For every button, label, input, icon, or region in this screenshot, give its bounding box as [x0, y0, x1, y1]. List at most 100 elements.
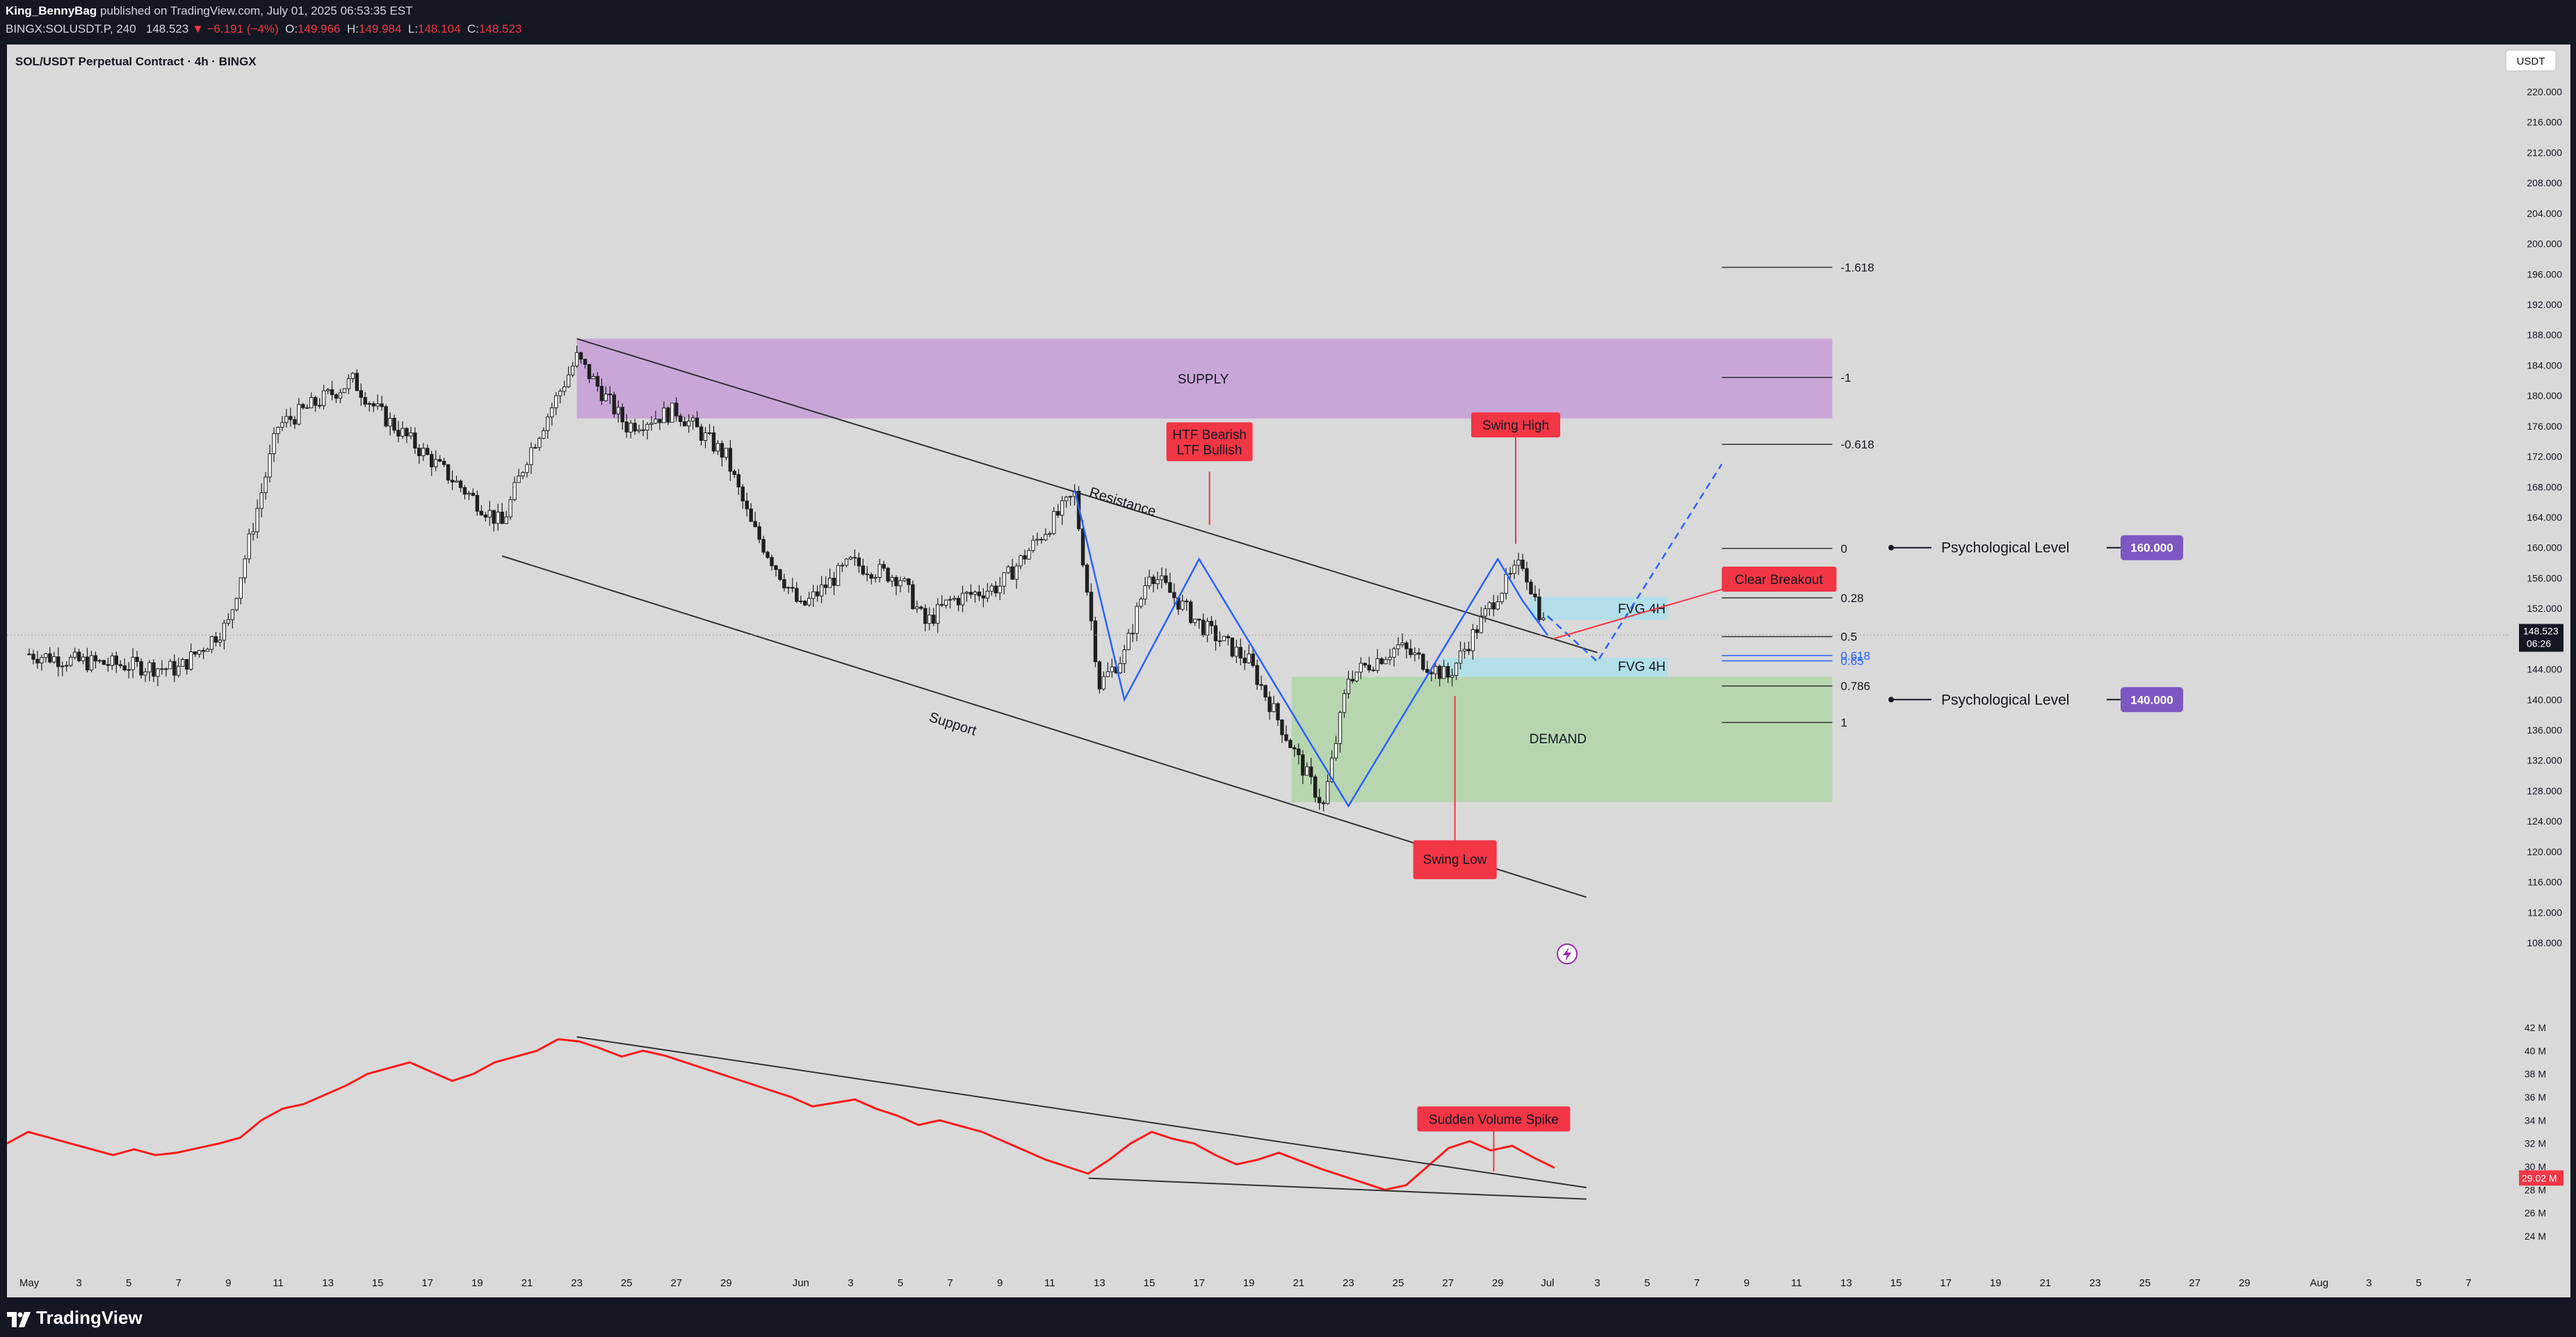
- fvg-lower-zone[interactable]: [1441, 658, 1668, 677]
- candle: [1209, 615, 1214, 634]
- volume-axis-label: 32 M: [2525, 1138, 2546, 1149]
- volume-line[interactable]: [6, 1038, 1555, 1191]
- tradingview-logo[interactable]: TradingView: [7, 1307, 143, 1329]
- candle-body: [334, 394, 339, 399]
- projection-path[interactable]: [1546, 463, 1723, 663]
- candle-body: [740, 486, 745, 502]
- candle: [143, 667, 147, 682]
- resistance-line[interactable]: [576, 338, 1598, 654]
- candle: [956, 595, 961, 612]
- fvg-upper-label: FVG 4H: [1618, 602, 1666, 617]
- lightning-icon[interactable]: [1557, 943, 1578, 964]
- swing-low-box[interactable]: [1413, 840, 1497, 880]
- price-axis-label: 132.000: [2527, 755, 2562, 766]
- candle: [711, 426, 716, 454]
- symbol-name[interactable]: BINGX:SOLUSDT.P, 240: [6, 22, 136, 35]
- currency-button[interactable]: USDT: [2505, 49, 2557, 72]
- candle: [869, 572, 873, 585]
- chart-canvas[interactable]: SOL/USDT Perpetual Contract · 4h · BINGX…: [6, 44, 2570, 1297]
- candle: [504, 510, 508, 524]
- candle: [882, 560, 886, 572]
- candle-body: [355, 373, 359, 391]
- candle: [745, 492, 749, 517]
- candle: [537, 437, 542, 451]
- volume-axis[interactable]: 42 M 40 M 38 M 36 M 34 M 32 M 30 M 28 M 26 M 24 M: [2525, 1022, 2546, 1242]
- candle: [1284, 725, 1288, 743]
- clear-breakout-box[interactable]: [1722, 567, 1837, 592]
- demand-zone[interactable]: [1291, 676, 1833, 802]
- candle-body: [289, 416, 293, 420]
- candle: [1479, 607, 1484, 634]
- candle: [421, 443, 426, 461]
- candle: [973, 590, 978, 603]
- candle: [1126, 629, 1131, 651]
- candle: [1293, 745, 1297, 757]
- candle-body: [612, 394, 616, 414]
- currency-label[interactable]: USDT: [2517, 56, 2545, 67]
- candle: [35, 650, 40, 669]
- candle: [852, 549, 857, 566]
- candle: [649, 416, 654, 431]
- candle-body: [1496, 601, 1500, 610]
- candle-body: [587, 364, 592, 380]
- candle: [371, 401, 375, 412]
- price-axis[interactable]: 220.000 216.000 212.000 208.000 204.000 200.0…: [2527, 86, 2562, 948]
- support-line[interactable]: [501, 555, 1587, 898]
- candle: [1135, 602, 1139, 642]
- author-name[interactable]: King_BennyBag: [6, 4, 97, 17]
- supply-zone[interactable]: [576, 339, 1833, 419]
- candle-body: [185, 658, 189, 670]
- candle-body: [1010, 566, 1014, 580]
- psych-badge-160[interactable]: [2121, 535, 2183, 560]
- candle: [932, 608, 936, 626]
- candle: [1118, 656, 1122, 674]
- candle: [923, 604, 927, 632]
- candle-body: [1188, 601, 1193, 623]
- candle: [1466, 641, 1471, 655]
- candle: [172, 654, 177, 683]
- candle-body: [1105, 671, 1110, 677]
- candle: [898, 576, 902, 592]
- candle-body: [1483, 608, 1488, 617]
- candle-body: [1421, 654, 1425, 670]
- candle-body: [550, 407, 554, 418]
- candle-body: [1533, 593, 1537, 598]
- swing-high-box[interactable]: [1471, 412, 1560, 438]
- psych-badge-140[interactable]: [2121, 687, 2183, 713]
- volume-upper-trendline[interactable]: [576, 1036, 1587, 1188]
- zigzag-pattern[interactable]: [1074, 489, 1548, 808]
- candle-body: [877, 564, 882, 578]
- candle-body: [882, 564, 886, 569]
- candle: [803, 600, 807, 606]
- candle-body: [293, 419, 297, 425]
- candle: [164, 667, 168, 677]
- candle: [1230, 637, 1235, 658]
- candle-body: [989, 585, 994, 592]
- candle-body: [508, 499, 512, 518]
- time-axis-label: 27: [670, 1277, 682, 1289]
- chart-pane[interactable]: SOL/USDT Perpetual Contract · 4h · BINGX…: [6, 44, 2570, 1297]
- price-axis-label: 120.000: [2527, 846, 2562, 857]
- candle: [753, 511, 757, 528]
- candle: [877, 558, 882, 583]
- swing-low-label: Swing Low: [1423, 852, 1487, 867]
- candle: [471, 488, 476, 496]
- candle: [297, 398, 301, 426]
- candle: [1462, 642, 1467, 659]
- open-value: 149.966: [298, 22, 341, 35]
- candle: [832, 572, 836, 595]
- htf-callout-box[interactable]: [1166, 422, 1253, 462]
- time-axis[interactable]: May 3 5 7 9 11 13 15 17 19 21 23 25 27 29 Jun 3 5 7 9 11 13 15…: [19, 1277, 2472, 1289]
- candle: [865, 566, 869, 581]
- candle: [1031, 535, 1035, 553]
- volume-spike-box[interactable]: [1417, 1106, 1571, 1132]
- candle: [836, 562, 841, 586]
- candle-body: [711, 432, 716, 452]
- candle-body: [156, 668, 160, 677]
- candle-body: [255, 508, 259, 533]
- volume-lower-trendline[interactable]: [1088, 1177, 1587, 1200]
- fvg-upper-zone[interactable]: [1530, 597, 1668, 620]
- candle: [645, 421, 649, 440]
- candle: [616, 400, 620, 423]
